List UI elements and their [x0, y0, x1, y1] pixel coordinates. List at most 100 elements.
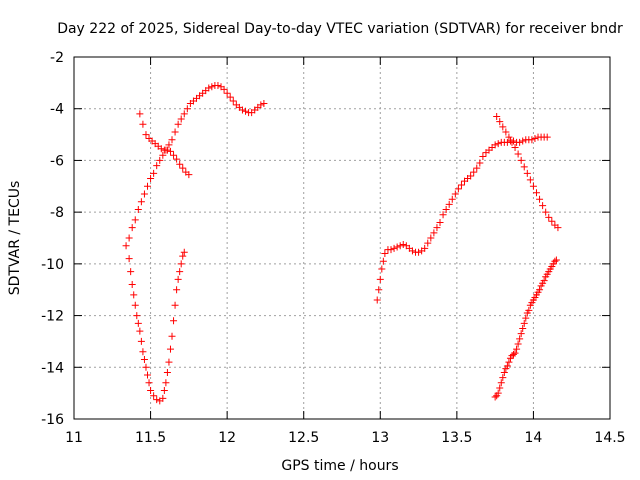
data-point-marker: [147, 387, 155, 395]
data-point-marker: [494, 140, 502, 148]
data-point-marker: [165, 141, 173, 149]
data-point-marker: [519, 325, 527, 332]
data-point-marker: [144, 371, 152, 379]
data-point-marker: [128, 281, 136, 289]
data-point-marker: [491, 393, 499, 401]
data-point-marker: [448, 195, 456, 203]
data-point-marker: [393, 243, 401, 251]
data-point-marker: [451, 190, 459, 198]
data-point-marker: [214, 81, 222, 89]
data-point-marker: [548, 217, 556, 225]
data-point-marker: [177, 260, 185, 268]
data-point-marker: [457, 181, 465, 189]
data-point-marker: [185, 171, 193, 179]
data-point-marker: [536, 195, 544, 203]
data-point-marker: [171, 128, 179, 136]
x-tick-labels: 11 11.5 12 12.5 13 13.5 14 14.5: [65, 430, 626, 446]
data-point-marker: [208, 83, 216, 91]
data-point-marker: [528, 136, 536, 144]
data-point-marker: [171, 301, 179, 309]
data-point-marker: [136, 110, 144, 118]
data-point-marker: [176, 160, 184, 168]
data-point-marker: [137, 198, 145, 206]
data-point-marker: [396, 242, 404, 250]
data-point-marker: [491, 141, 499, 149]
data-point-marker: [133, 312, 141, 320]
data-point-marker: [494, 389, 502, 397]
data-point-marker: [134, 319, 142, 327]
data-point-marker: [552, 256, 560, 264]
data-point-marker: [142, 363, 150, 371]
data-point-marker: [180, 110, 188, 118]
data-point-marker: [140, 356, 148, 364]
data-point-marker: [379, 257, 387, 265]
data-point-marker: [499, 374, 507, 382]
y-tick-label: -16: [41, 412, 64, 428]
data-point-marker: [160, 387, 168, 395]
series-track-5: [493, 112, 562, 232]
data-point-marker: [131, 216, 139, 224]
y-tick-label: -10: [41, 257, 64, 273]
data-point-marker: [260, 100, 268, 108]
data-point-marker: [516, 335, 524, 343]
data-point-marker: [147, 175, 155, 183]
data-point-marker: [139, 348, 147, 356]
series-track-2: [136, 110, 193, 179]
data-point-marker: [479, 153, 487, 161]
data-point-marker: [536, 286, 544, 294]
series-track-4: [373, 133, 551, 304]
data-point-marker: [159, 151, 167, 159]
data-point-marker: [531, 134, 539, 142]
data-point-marker: [159, 394, 167, 402]
data-point-marker: [520, 163, 528, 171]
data-point-marker: [532, 189, 540, 197]
data-point-marker: [470, 168, 478, 176]
data-point-marker: [150, 169, 158, 177]
data-point-marker: [502, 128, 510, 136]
data-point-marker: [179, 164, 187, 172]
data-point-marker: [540, 277, 548, 285]
data-point-marker: [137, 337, 145, 345]
data-point-marker: [166, 345, 174, 353]
data-point-marker: [543, 133, 551, 141]
y-axis-label: SDTVAR / TECUs: [7, 181, 23, 296]
data-point-marker: [174, 120, 182, 128]
series-track-6: [491, 256, 560, 401]
data-point-marker: [242, 107, 250, 115]
data-point-marker: [505, 358, 513, 366]
data-point-marker: [375, 286, 383, 294]
data-point-marker: [497, 379, 505, 387]
y-tick-label: -2: [50, 50, 64, 66]
data-point-marker: [128, 224, 136, 232]
data-point-marker: [165, 358, 173, 366]
data-point-marker: [529, 182, 537, 190]
data-point-marker: [519, 137, 527, 145]
data-point-marker: [520, 319, 528, 327]
data-point-marker: [153, 162, 161, 170]
x-tick-label: 11: [65, 430, 83, 446]
x-tick-label: 11.5: [135, 430, 166, 446]
data-point-marker: [545, 213, 553, 221]
data-point-marker: [134, 206, 142, 214]
data-point-marker: [390, 244, 398, 252]
data-point-marker: [226, 93, 234, 101]
data-point-marker: [373, 296, 381, 304]
data-point-marker: [554, 224, 562, 232]
data-point-marker: [415, 248, 423, 256]
data-point-marker: [436, 218, 444, 226]
x-tick-label: 13.5: [441, 430, 472, 446]
y-tick-label: -6: [50, 153, 64, 169]
data-point-marker: [127, 268, 135, 276]
data-point-marker: [144, 182, 152, 190]
data-point-marker: [378, 265, 386, 273]
data-point-marker: [381, 250, 389, 258]
data-point-marker: [145, 379, 153, 387]
data-point-marker: [427, 234, 435, 242]
data-point-marker: [526, 176, 534, 184]
data-point-marker: [514, 340, 522, 348]
data-point-marker: [500, 368, 508, 376]
data-point-marker: [433, 224, 441, 232]
y-tick-label: -14: [41, 360, 64, 376]
